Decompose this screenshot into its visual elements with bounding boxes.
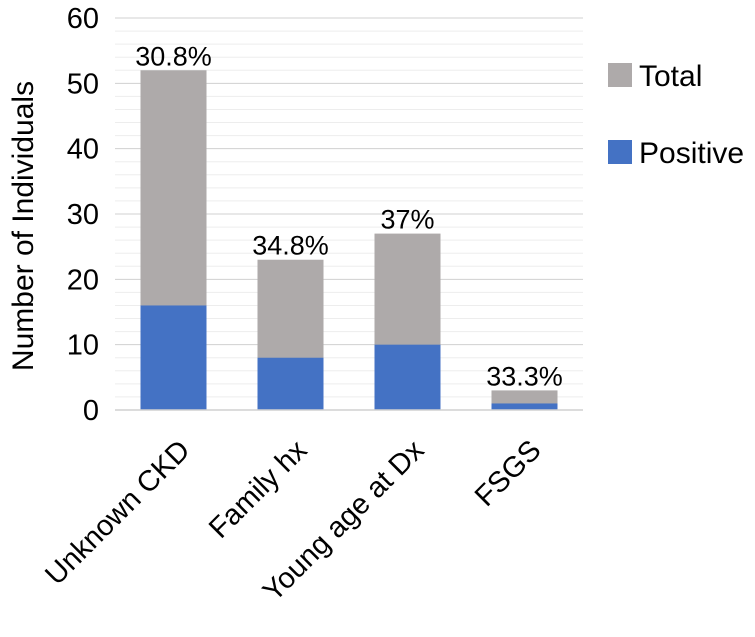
y-tick-label: 30	[67, 199, 99, 231]
y-tick-label: 10	[67, 330, 99, 362]
y-tick-label: 40	[67, 134, 99, 166]
legend-label: Positive	[639, 137, 744, 170]
bar-positive	[257, 357, 324, 410]
x-tick-label: Family hx	[203, 434, 314, 545]
legend-label: Total	[639, 60, 702, 93]
bars	[140, 70, 558, 411]
data-labels: 30.8% 34.8% 37% 33.3%	[135, 41, 563, 391]
bar-positive	[140, 305, 207, 410]
y-tick-label: 60	[67, 3, 99, 35]
y-tick-label: 0	[83, 395, 99, 427]
y-axis-title: Number of Individuals	[7, 81, 40, 371]
bar-positive	[491, 403, 558, 410]
data-label: 37%	[380, 205, 434, 235]
data-label: 30.8%	[135, 41, 212, 71]
legend: Total Positive	[608, 60, 744, 170]
y-tick-label: 50	[67, 68, 99, 100]
x-tick-label: FSGS	[469, 434, 547, 512]
y-tick-label: 20	[67, 264, 99, 296]
data-label: 34.8%	[252, 231, 329, 261]
bar-positive	[374, 344, 441, 410]
y-axis-ticks: 0 10 20 30 40 50 60	[67, 3, 99, 427]
x-tick-label: Unknown CKD	[39, 434, 196, 591]
legend-swatch	[608, 63, 632, 87]
legend-swatch	[608, 140, 632, 164]
data-label: 33.3%	[486, 361, 563, 391]
